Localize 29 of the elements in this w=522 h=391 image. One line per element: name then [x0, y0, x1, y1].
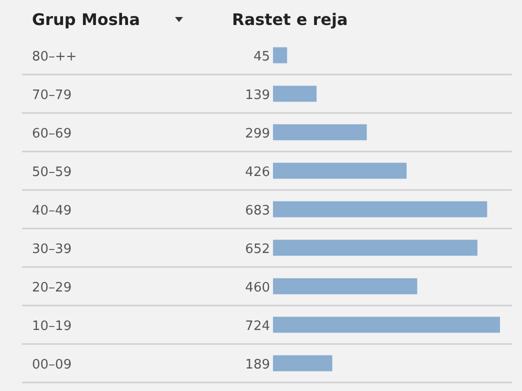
bar: [273, 355, 332, 372]
data-label: 426: [245, 164, 270, 180]
y-tick-label: 00–09: [32, 357, 72, 372]
bar: [273, 86, 317, 102]
y-tick-label: 80–++: [32, 49, 77, 64]
bar: [273, 47, 288, 64]
y-tick-label: 20–29: [32, 280, 72, 296]
y-tick-label: 10–19: [32, 318, 72, 334]
bar: [273, 201, 488, 218]
y-tick-label: 60–69: [32, 126, 72, 142]
data-label: 460: [245, 280, 270, 296]
data-label: 45: [253, 49, 270, 64]
bar: [273, 240, 478, 256]
data-label: 724: [245, 318, 270, 334]
y-axis-title: Grup Mosha: [32, 10, 140, 29]
data-label: 299: [245, 126, 270, 142]
bar: [273, 316, 500, 333]
data-label: 139: [245, 88, 270, 103]
y-tick-label: 30–39: [32, 242, 72, 257]
data-label: 652: [245, 242, 270, 257]
y-tick-label: 70–79: [32, 88, 72, 103]
data-label: 683: [245, 203, 270, 218]
bar: [273, 162, 407, 179]
data-label: 189: [245, 357, 270, 372]
y-tick-label: 50–59: [32, 164, 72, 180]
bar: [273, 278, 418, 294]
y-tick-label: 40–49: [32, 203, 72, 218]
x-axis-title: Rastet e reja: [232, 10, 348, 29]
bar: [273, 124, 367, 140]
